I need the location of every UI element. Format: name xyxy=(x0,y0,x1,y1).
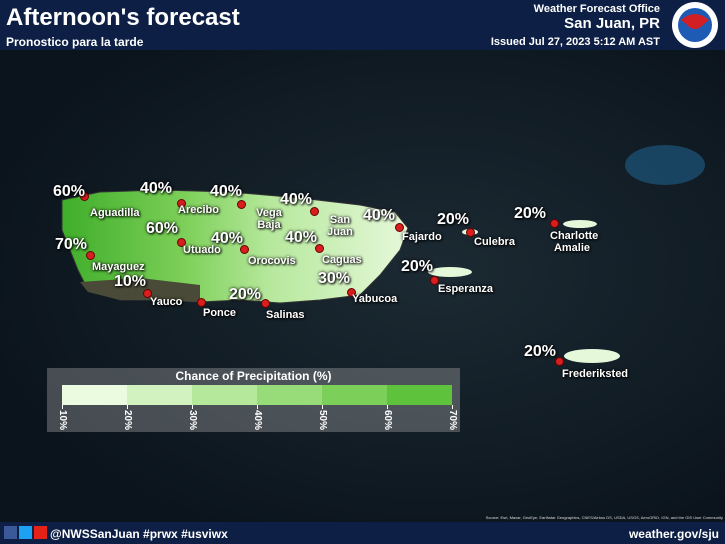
city-name: Orocovis xyxy=(248,255,296,267)
website: weather.gov/sju xyxy=(628,527,719,541)
rain-chance: 40% xyxy=(140,180,173,197)
rain-chance: 40% xyxy=(211,230,244,247)
title: Afternoon's forecast xyxy=(6,4,240,31)
rain-chance: 60% xyxy=(146,220,179,237)
rain-chance: 40% xyxy=(280,191,313,208)
city-name: Culebra xyxy=(474,236,515,248)
rain-chance: 20% xyxy=(437,211,470,228)
legend-label: 30% xyxy=(187,410,198,431)
rain-chance: 20% xyxy=(514,205,547,222)
office: Weather Forecast Office xyxy=(533,3,660,15)
city-dot xyxy=(261,299,270,308)
source: Source: Esri, Maxar, GeoEye, Earthstar G… xyxy=(485,515,723,520)
city-dot xyxy=(177,238,186,247)
st-croix xyxy=(564,349,620,363)
subtitle: Pronostico para la tarde xyxy=(6,35,144,49)
st-thomas xyxy=(563,220,597,228)
city-name: Caguas xyxy=(322,254,362,266)
city-name: Arecibo xyxy=(178,204,219,216)
legend-swatch xyxy=(257,385,322,405)
city-name: Charlotte Amalie xyxy=(550,230,599,254)
city-name: Yauco xyxy=(150,296,183,308)
city-dot xyxy=(143,289,152,298)
social-icons xyxy=(4,526,47,539)
city-dot xyxy=(240,245,249,254)
city-dot xyxy=(466,228,475,237)
rain-chance: 60% xyxy=(53,183,86,200)
legend-label: 20% xyxy=(122,410,133,431)
city-name: Yabucoa xyxy=(352,293,398,305)
legend-title: Chance of Precipitation (%) xyxy=(175,369,332,383)
legend-tick xyxy=(257,405,258,409)
city-dot xyxy=(315,244,324,253)
city-name: Fajardo xyxy=(402,231,442,243)
vieques xyxy=(428,267,472,277)
city-dot xyxy=(177,199,186,208)
header-bar xyxy=(0,0,725,50)
rain-chance: 40% xyxy=(285,229,318,246)
dry-region xyxy=(80,278,200,302)
city-name: Esperanza xyxy=(438,283,494,295)
legend-tick xyxy=(322,405,323,409)
legend-label: 50% xyxy=(317,410,328,431)
city-name: Ponce xyxy=(203,307,237,319)
city-name: Frederiksted xyxy=(562,368,629,380)
rain-chance: 40% xyxy=(363,207,396,224)
city-name: Mayaguez xyxy=(92,261,145,273)
city-dot xyxy=(347,288,356,297)
legend-swatch xyxy=(127,385,192,405)
city-name: Aguadilla xyxy=(90,207,140,219)
rain-chance: 10% xyxy=(114,273,147,290)
city-dot xyxy=(197,298,206,307)
legend-label: 40% xyxy=(252,410,263,431)
legend-tick xyxy=(127,405,128,409)
city-dot xyxy=(310,207,319,216)
city-name: San Juan xyxy=(327,214,353,238)
city-dot xyxy=(430,276,439,285)
legend-tick xyxy=(62,405,63,409)
issued: Issued Jul 27, 2023 5:12 AM AST xyxy=(490,36,660,48)
city-dot xyxy=(555,357,564,366)
city-dot xyxy=(550,219,559,228)
legend-tick xyxy=(387,405,388,409)
city-name: Utuado xyxy=(183,244,221,256)
rain-chance: 20% xyxy=(229,286,262,303)
social: @NWSSanJuan #prwx #usviwx xyxy=(50,527,228,541)
nws-logo xyxy=(672,2,718,48)
legend-swatch xyxy=(322,385,387,405)
city-dot xyxy=(86,251,95,260)
city-name: Vega Baja xyxy=(256,207,282,231)
city-name: Salinas xyxy=(266,309,305,321)
location: San Juan, PR xyxy=(564,15,660,32)
legend-swatch xyxy=(192,385,257,405)
legend-label: 10% xyxy=(57,410,68,431)
rain-chance: 20% xyxy=(524,343,557,360)
legend-label: 70% xyxy=(447,410,458,431)
shallow-water xyxy=(625,145,705,185)
city-dot xyxy=(395,223,404,232)
rain-chance: 40% xyxy=(210,183,243,200)
footer-bar xyxy=(0,522,725,544)
legend-swatch xyxy=(62,385,127,405)
city-dot xyxy=(80,192,89,201)
legend-tick xyxy=(452,405,453,409)
rain-chance: 70% xyxy=(55,236,88,253)
legend-label: 60% xyxy=(382,410,393,431)
legend-tick xyxy=(192,405,193,409)
city-dot xyxy=(237,200,246,209)
puerto-rico xyxy=(61,189,409,304)
legend-swatch xyxy=(387,385,452,405)
rain-chance: 20% xyxy=(401,258,434,275)
rain-chance: 30% xyxy=(318,270,351,287)
